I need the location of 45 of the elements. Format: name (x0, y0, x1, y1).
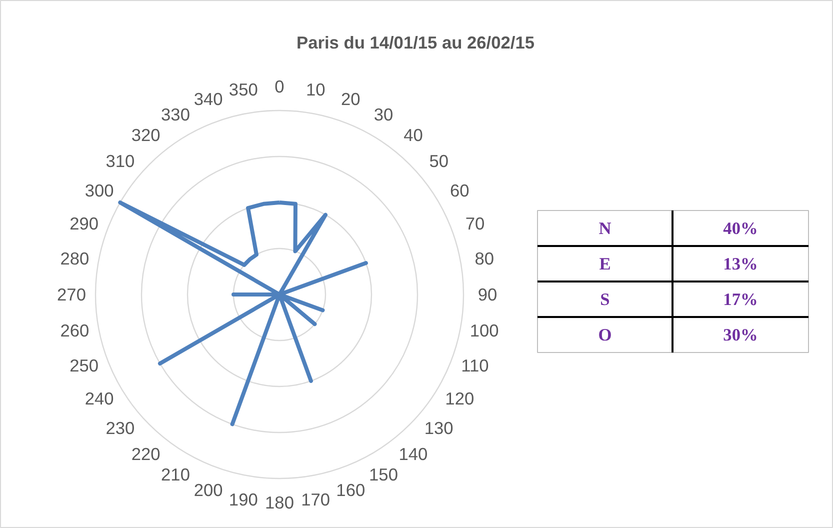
spoke-label: 90 (478, 284, 498, 304)
spoke-label: 230 (106, 418, 135, 438)
spoke-label: 150 (369, 464, 398, 485)
chart-title: Paris du 14/01/15 au 26/02/15 (296, 32, 535, 52)
spoke-label: 340 (194, 89, 223, 110)
spoke-label: 140 (398, 444, 428, 464)
spoke-label: 220 (131, 444, 160, 464)
spoke-label: 190 (228, 489, 258, 510)
text: 13% (723, 254, 758, 274)
spoke-label: 210 (161, 464, 190, 485)
spoke-label: 120 (445, 388, 474, 408)
spoke-label: 100 (470, 320, 499, 341)
spoke-label: 300 (84, 180, 114, 200)
spoke-label: 30 (374, 104, 394, 124)
spoke-label: 20 (341, 89, 360, 110)
category-label: N (598, 218, 612, 238)
category-label: O (598, 325, 612, 344)
spoke-label: 330 (161, 104, 190, 124)
spoke-label: 80 (474, 248, 494, 268)
spoke-label: 260 (60, 320, 90, 341)
spoke-label: 180 (265, 492, 294, 512)
category-label: E (599, 254, 611, 274)
spoke-label: 40 (404, 125, 423, 146)
spoke-label: 0 (274, 76, 284, 96)
spoke-label: 60 (450, 180, 470, 200)
spoke-label: 320 (131, 125, 160, 146)
spoke-label: 10 (306, 80, 326, 100)
text: 17% (723, 290, 758, 309)
spoke-label: 240 (84, 388, 114, 408)
spoke-label: 160 (336, 480, 366, 500)
spoke-label: 290 (70, 213, 99, 234)
spoke-label: 130 (424, 418, 454, 438)
spoke-label: 200 (194, 480, 223, 500)
spoke-label: 250 (70, 356, 99, 376)
spoke-label: 110 (461, 356, 489, 376)
spoke-label: 50 (429, 150, 448, 171)
text: 40% (723, 218, 758, 238)
spoke-label: 310 (106, 150, 135, 171)
category-label: S (600, 290, 610, 309)
spoke-label: 270 (57, 284, 86, 304)
spoke-label: 70 (465, 213, 485, 234)
text: 30% (723, 325, 758, 344)
spoke-label: 170 (301, 489, 330, 510)
spoke-label: 280 (60, 248, 90, 268)
spoke-label: 350 (228, 80, 258, 100)
